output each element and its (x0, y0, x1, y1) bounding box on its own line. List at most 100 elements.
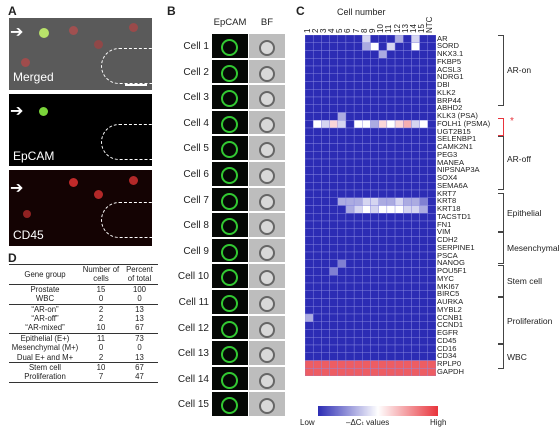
heatmap-cell (419, 344, 429, 353)
heatmap-cell (321, 290, 330, 299)
heatmap-cell (394, 298, 404, 307)
heatmap-cell (312, 182, 322, 191)
heatmap-cell (305, 275, 314, 284)
heatmap-cell (411, 321, 420, 330)
epcam-image (212, 187, 248, 212)
heatmap-cell (378, 73, 388, 82)
heatmap-cell (394, 213, 404, 222)
heatmap-cell (427, 174, 436, 183)
heatmap-cell (394, 143, 404, 152)
heatmap-cell (337, 259, 347, 268)
heatmap-cell (370, 251, 379, 260)
heatmap-cell (345, 58, 355, 67)
gene-label: BIRC5 (437, 289, 460, 299)
heatmap-cell (378, 127, 388, 136)
heatmap-cell (337, 158, 347, 167)
heatmap-cell (321, 205, 330, 214)
heatmap-cell (321, 298, 330, 307)
heatmap-cell (411, 42, 420, 51)
table-row: Prostate 15 100 (9, 284, 158, 294)
heatmap-cell (329, 104, 338, 113)
gene-label: CCNB1 (437, 312, 463, 322)
heatmap-cell (370, 65, 379, 74)
heatmap-cell (321, 50, 330, 59)
heatmap-cell (353, 337, 363, 346)
heatmap-cell (394, 58, 404, 67)
heatmap-cell (362, 135, 371, 144)
heatmap-cell (321, 174, 330, 183)
group-label-ar-on: AR-on (507, 65, 532, 75)
heatmap-cell (394, 290, 404, 299)
heatmap-cell (305, 151, 314, 160)
heatmap-cell (370, 259, 379, 268)
gene-label: NANOG (437, 258, 465, 268)
heatmap-cell (386, 120, 396, 129)
cell-label: Cell 4 (183, 117, 209, 129)
heatmap-cell (321, 360, 330, 369)
heatmap-cell (345, 89, 355, 98)
heatmap-cell (362, 197, 371, 206)
heatmap-cell (305, 298, 314, 307)
heatmap-cell (370, 313, 379, 322)
heatmap-cell (386, 259, 396, 268)
heatmap-cell (329, 298, 338, 307)
heatmap-cell (386, 344, 396, 353)
heatmap-cell (329, 244, 338, 253)
heatmap-cell (337, 182, 347, 191)
heatmap-cell (427, 313, 436, 322)
heatmap-cell (427, 58, 436, 67)
heatmap-cell (329, 182, 338, 191)
table-cell-group: Mesenchymal (M+) (11, 343, 79, 353)
heatmap-cell (394, 189, 404, 198)
heatmap-cell (321, 236, 330, 245)
heatmap-cell (419, 89, 429, 98)
heatmap-cell (419, 65, 429, 74)
heatmap-cell (362, 313, 371, 322)
heatmap-cell (345, 42, 355, 51)
table-cell-count: 11 (96, 333, 106, 343)
epcam-image (212, 290, 248, 314)
heatmap-cell (427, 189, 436, 198)
heatmap-cell (427, 337, 436, 346)
heatmap-cell (427, 360, 436, 369)
heatmap-cell (403, 259, 412, 268)
heatmap-cell (312, 143, 322, 152)
brightfield-image (249, 264, 285, 288)
heatmap-cell (386, 306, 396, 315)
heatmap-cell (411, 120, 420, 129)
heatmap-cell (419, 368, 429, 376)
heatmap-cell (329, 290, 338, 299)
heatmap-cell (305, 197, 314, 206)
caption-merged: Merged (13, 70, 54, 84)
heatmap-cell (345, 166, 355, 175)
heatmap-cell (394, 104, 404, 113)
heatmap-cell (362, 275, 371, 284)
heatmap-cell (337, 104, 347, 113)
brightfield-image (249, 85, 285, 109)
heatmap-cell (329, 58, 338, 67)
table-row: WBC 0 0 (9, 294, 158, 305)
heatmap-cell (370, 73, 379, 82)
heatmap-cell (321, 81, 330, 90)
gene-label: SEMA6A (437, 180, 468, 190)
heatmap-cell (378, 197, 388, 206)
table-cell-group: Stem cell (28, 363, 62, 373)
heatmap-cell (329, 135, 338, 144)
panel-label-c: C (296, 4, 305, 18)
heatmap-cell (329, 306, 338, 315)
table-row: Epithelial (E+) 11 73 (9, 333, 158, 343)
heatmap-cell (345, 228, 355, 237)
heatmap-cell (362, 151, 371, 160)
heatmap-cell (305, 73, 314, 82)
heatmap-cell (386, 205, 396, 214)
gene-label: ACSL3 (437, 64, 462, 74)
heatmap-cell (353, 73, 363, 82)
cell-label: Cell 15 (177, 399, 209, 411)
heatmap-cell (394, 182, 404, 191)
heatmap-cell (403, 42, 412, 51)
heatmap-cell (345, 135, 355, 144)
heatmap-cell (378, 360, 388, 369)
heatmap-cell (394, 158, 404, 167)
heatmap-cell (321, 251, 330, 260)
heatmap-cell (378, 174, 388, 183)
